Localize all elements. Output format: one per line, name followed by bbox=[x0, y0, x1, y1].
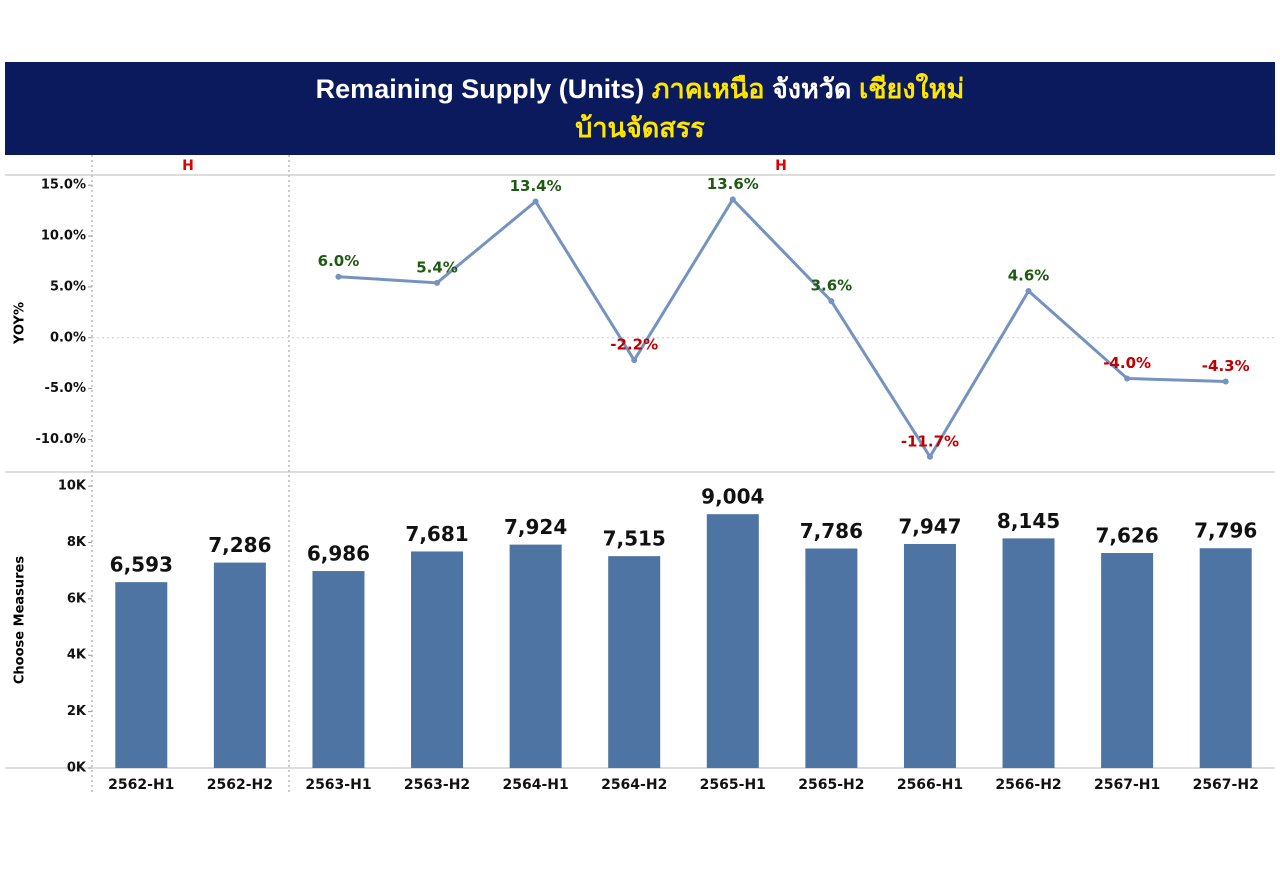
title-part: เชียงใหม่ bbox=[859, 73, 964, 104]
y-tick-label: 4K bbox=[67, 648, 87, 663]
header-band bbox=[5, 62, 1275, 155]
y-axis-title: Choose Measures bbox=[13, 556, 28, 684]
x-tick-label: 2562-H2 bbox=[207, 777, 273, 793]
title: Remaining Supply (Units) ภาคเหนือ จังหวั… bbox=[316, 73, 965, 104]
y-axis-title: YOY% bbox=[13, 302, 28, 345]
bar bbox=[411, 551, 464, 768]
point bbox=[1222, 378, 1229, 385]
title-part: Remaining Supply (Units) bbox=[316, 74, 645, 104]
x-tick-label: 2565-H2 bbox=[798, 777, 864, 793]
data-label: 7,286 bbox=[208, 533, 271, 557]
x-tick-label: 2563-H1 bbox=[305, 777, 371, 793]
bar bbox=[1101, 553, 1154, 768]
title-part: จังหวัด bbox=[772, 74, 852, 104]
point bbox=[926, 453, 933, 460]
data-label: 7,681 bbox=[405, 522, 468, 546]
subtitle: บ้านจัดสรร bbox=[575, 113, 705, 143]
y-tick-label: 8K bbox=[67, 535, 87, 550]
y-tick-label: 5.0% bbox=[50, 279, 86, 294]
data-label: 8,145 bbox=[997, 509, 1060, 533]
bar bbox=[1199, 548, 1252, 768]
y-tick-label: 6K bbox=[67, 591, 87, 606]
data-label: 3.6% bbox=[811, 277, 853, 295]
x-tick-label: 2562-H1 bbox=[108, 777, 174, 793]
column-header: H bbox=[182, 158, 194, 174]
x-tick-label: 2566-H2 bbox=[995, 777, 1061, 793]
point bbox=[631, 357, 638, 364]
data-label: 7,796 bbox=[1194, 519, 1257, 543]
data-label: 9,004 bbox=[701, 485, 764, 509]
y-tick-label: -5.0% bbox=[45, 381, 86, 396]
y-tick-label: 10K bbox=[58, 479, 87, 494]
point bbox=[1124, 375, 1131, 382]
x-tick-label: 2566-H1 bbox=[897, 777, 963, 793]
data-label: 7,947 bbox=[898, 514, 961, 538]
data-label: 7,786 bbox=[800, 519, 863, 543]
y-tick-label: 0.0% bbox=[50, 330, 86, 345]
data-label: 6.0% bbox=[318, 252, 360, 270]
title-part: ภาคเหนือ bbox=[652, 74, 765, 104]
data-label: -4.0% bbox=[1103, 354, 1151, 372]
line bbox=[338, 196, 1226, 460]
data-label: -2.2% bbox=[610, 336, 658, 354]
y-tick-label: 0K bbox=[67, 761, 87, 776]
data-label: 13.4% bbox=[510, 177, 562, 195]
x-tick-label: 2567-H1 bbox=[1094, 777, 1160, 793]
y-tick-label: 15.0% bbox=[41, 178, 86, 193]
x-tick-label: 2563-H2 bbox=[404, 777, 470, 793]
y-tick-label: 2K bbox=[67, 704, 87, 719]
bar bbox=[608, 556, 661, 768]
column-header: H bbox=[775, 158, 787, 174]
bar bbox=[903, 543, 956, 768]
bar bbox=[509, 544, 562, 768]
y-tick-label: 10.0% bbox=[41, 229, 86, 244]
bar bbox=[213, 562, 266, 768]
data-label: 13.6% bbox=[707, 175, 759, 193]
data-label: -11.7% bbox=[901, 432, 959, 450]
data-label: 4.6% bbox=[1008, 266, 1050, 284]
data-label: 6,986 bbox=[307, 542, 370, 566]
data-label: -4.3% bbox=[1202, 357, 1250, 375]
bar bbox=[706, 514, 759, 768]
bar bbox=[115, 582, 168, 768]
data-label: 7,924 bbox=[504, 515, 567, 539]
data-label: 6,593 bbox=[110, 553, 173, 577]
point bbox=[729, 196, 736, 203]
x-tick-label: 2564-H1 bbox=[503, 777, 569, 793]
point bbox=[434, 279, 441, 286]
data-label: 7,626 bbox=[1095, 524, 1158, 548]
data-label: 5.4% bbox=[416, 258, 458, 276]
y-tick-label: -10.0% bbox=[36, 432, 87, 447]
x-tick-label: 2567-H2 bbox=[1193, 777, 1259, 793]
point bbox=[1025, 287, 1032, 294]
x-tick-label: 2565-H1 bbox=[700, 777, 766, 793]
point bbox=[828, 298, 835, 305]
point bbox=[335, 273, 342, 280]
bar bbox=[1002, 538, 1055, 768]
bar bbox=[312, 571, 365, 768]
point bbox=[532, 198, 539, 205]
x-tick-label: 2564-H2 bbox=[601, 777, 667, 793]
bar bbox=[805, 548, 858, 768]
data-label: 7,515 bbox=[603, 527, 666, 551]
